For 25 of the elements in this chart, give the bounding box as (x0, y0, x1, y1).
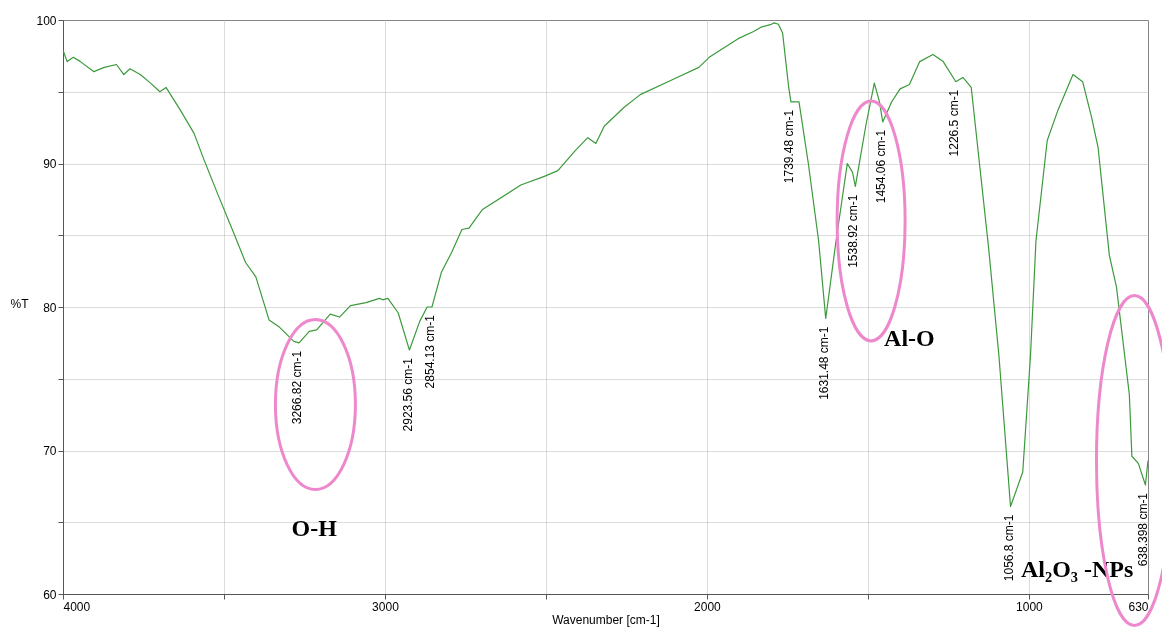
x-tick-label: 2000 (694, 599, 722, 614)
x-tick-label: 3000 (372, 599, 400, 614)
annotation: 1454.06 cm-1 (873, 129, 888, 204)
annotation: 638.398 cm-1 (1136, 492, 1151, 567)
annotation: 1538.92 cm-1 (846, 194, 861, 268)
annotation: 2854.13 cm-1 (422, 314, 437, 389)
x-tick-label: 1000 (1016, 599, 1044, 614)
x-axis-title: Wavenumber [cm-1] (552, 612, 660, 627)
y-tick-label: 70 (43, 444, 57, 458)
annotation: 3266.82 cm-1 (290, 350, 305, 425)
annotation: 1226.5 cm-1 (946, 89, 961, 157)
annotation: 2923.56 cm-1 (400, 357, 415, 432)
annotation: Al₂O₃ -NPs (1020, 555, 1134, 582)
y-tick-label: 90 (43, 157, 57, 171)
y-tick-label: 100 (36, 13, 57, 28)
y-tick-label: 80 (43, 300, 57, 315)
annotation: 1056.8 cm-1 (1001, 514, 1016, 582)
x-tick-label: 630 (1128, 599, 1149, 614)
annotation: 1739.48 cm-1 (781, 109, 796, 184)
y-tick-label: 60 (43, 587, 57, 602)
x-tick-label: 4000 (63, 599, 91, 614)
annotation: Al-O (884, 324, 935, 351)
annotation: 1631.48 cm-1 (816, 326, 831, 400)
y-axis-title: %T (10, 296, 30, 311)
annotation: O-H (291, 515, 338, 542)
